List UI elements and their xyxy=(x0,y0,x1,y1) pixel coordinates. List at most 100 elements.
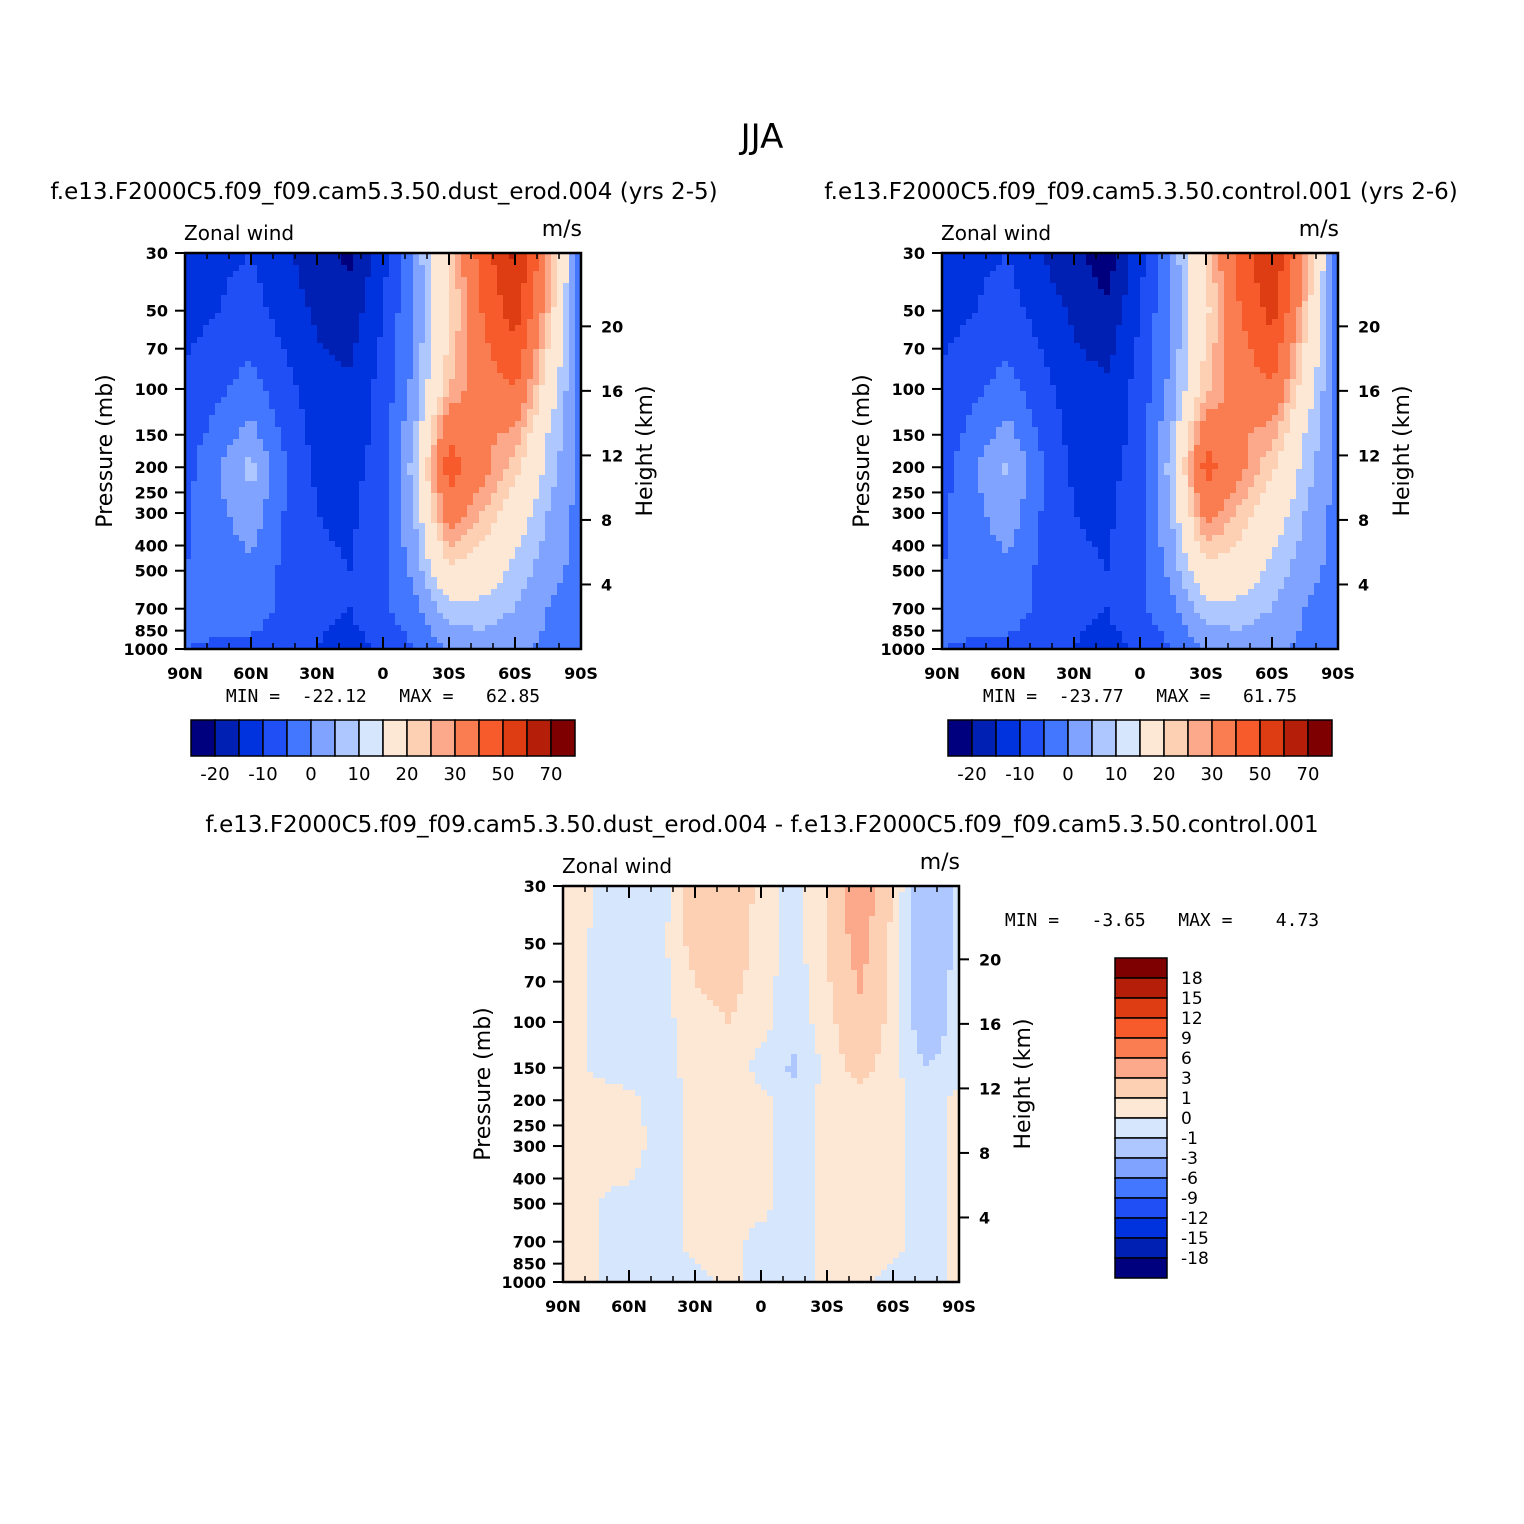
contour-cell xyxy=(1038,253,1045,260)
contour-cell xyxy=(347,307,354,314)
contour-cell xyxy=(437,271,444,278)
contour-cell xyxy=(509,523,516,530)
contour-cell xyxy=(335,385,342,392)
contour-cell xyxy=(533,283,540,290)
contour-cell xyxy=(455,463,462,470)
contour-cell xyxy=(1158,259,1165,266)
contour-cell xyxy=(221,595,228,602)
contour-cell xyxy=(299,271,306,278)
contour-cell xyxy=(491,553,498,560)
contour-cell xyxy=(443,583,450,590)
contour-cell xyxy=(341,505,348,512)
contour-cell xyxy=(569,439,576,446)
contour-cell xyxy=(1026,253,1033,260)
contour-cell xyxy=(497,355,504,362)
contour-cell xyxy=(215,493,222,500)
contour-cell xyxy=(257,439,264,446)
contour-cell xyxy=(551,601,558,608)
contour-cell xyxy=(491,625,498,632)
contour-cell xyxy=(347,385,354,392)
contour-cell xyxy=(497,331,504,338)
contour-cell xyxy=(545,481,552,488)
contour-cell xyxy=(569,379,576,386)
contour-cell xyxy=(533,427,540,434)
contour-cell xyxy=(401,457,408,464)
contour-cell xyxy=(1104,271,1111,278)
contour-cell xyxy=(317,595,324,602)
contour-cell xyxy=(329,433,336,440)
contour-cell xyxy=(503,625,510,632)
contour-cell xyxy=(497,343,504,350)
contour-cell xyxy=(1134,253,1141,260)
contour-cell xyxy=(461,559,468,566)
contour-cell xyxy=(443,493,450,500)
contour-cell xyxy=(551,481,558,488)
contour-cell xyxy=(515,403,522,410)
contour-cell xyxy=(311,415,318,422)
contour-cell xyxy=(371,319,378,326)
contour-cell xyxy=(1122,271,1129,278)
contour-cell xyxy=(323,295,330,302)
contour-cell xyxy=(293,643,300,650)
contour-cell xyxy=(335,421,342,428)
contour-cell xyxy=(245,607,252,614)
contour-cell xyxy=(245,583,252,590)
contour-cell xyxy=(311,427,318,434)
contour-cell xyxy=(473,517,480,524)
contour-cell xyxy=(984,259,991,266)
contour-cell xyxy=(281,463,288,470)
contour-cell xyxy=(311,529,318,536)
contour-cell xyxy=(497,325,504,332)
contour-cell xyxy=(329,493,336,500)
contour-cell xyxy=(287,469,294,476)
contour-cell xyxy=(545,553,552,560)
contour-cell xyxy=(545,355,552,362)
contour-cell xyxy=(413,589,420,596)
contour-cell xyxy=(215,505,222,512)
contour-cell xyxy=(203,559,210,566)
contour-cell xyxy=(1014,283,1021,290)
contour-cell xyxy=(185,619,192,626)
contour-cell xyxy=(575,565,582,572)
contour-cell xyxy=(389,277,396,284)
contour-cell xyxy=(545,277,552,284)
contour-cell xyxy=(365,421,372,428)
contour-cell xyxy=(473,433,480,440)
contour-cell xyxy=(515,253,522,260)
contour-cell xyxy=(233,547,240,554)
contour-cell xyxy=(1152,277,1159,284)
contour-cell xyxy=(1068,271,1075,278)
contour-cell xyxy=(569,583,576,590)
contour-cell xyxy=(209,505,216,512)
contour-cell xyxy=(1236,283,1243,290)
contour-cell xyxy=(197,583,204,590)
contour-cell xyxy=(1332,289,1339,296)
contour-cell xyxy=(479,559,486,566)
contour-cell xyxy=(257,295,264,302)
contour-cell xyxy=(569,469,576,476)
contour-cell xyxy=(455,259,462,266)
contour-cell xyxy=(203,283,210,290)
contour-cell xyxy=(503,295,510,302)
contour-cell xyxy=(377,319,384,326)
contour-cell xyxy=(461,373,468,380)
contour-cell xyxy=(359,577,366,584)
contour-cell xyxy=(425,421,432,428)
contour-cell xyxy=(347,403,354,410)
contour-cell xyxy=(485,565,492,572)
contour-cell xyxy=(221,625,228,632)
contour-cell xyxy=(233,403,240,410)
contour-cell xyxy=(257,385,264,392)
contour-cell xyxy=(197,439,204,446)
contour-cell xyxy=(251,553,258,560)
contour-cell xyxy=(473,523,480,530)
contour-cell xyxy=(227,391,234,398)
contour-cell xyxy=(377,457,384,464)
contour-cell xyxy=(545,601,552,608)
contour-cell xyxy=(263,283,270,290)
contour-cell xyxy=(425,619,432,626)
contour-cell xyxy=(569,415,576,422)
contour-cell xyxy=(479,271,486,278)
contour-cell xyxy=(305,457,312,464)
contour-cell xyxy=(563,565,570,572)
